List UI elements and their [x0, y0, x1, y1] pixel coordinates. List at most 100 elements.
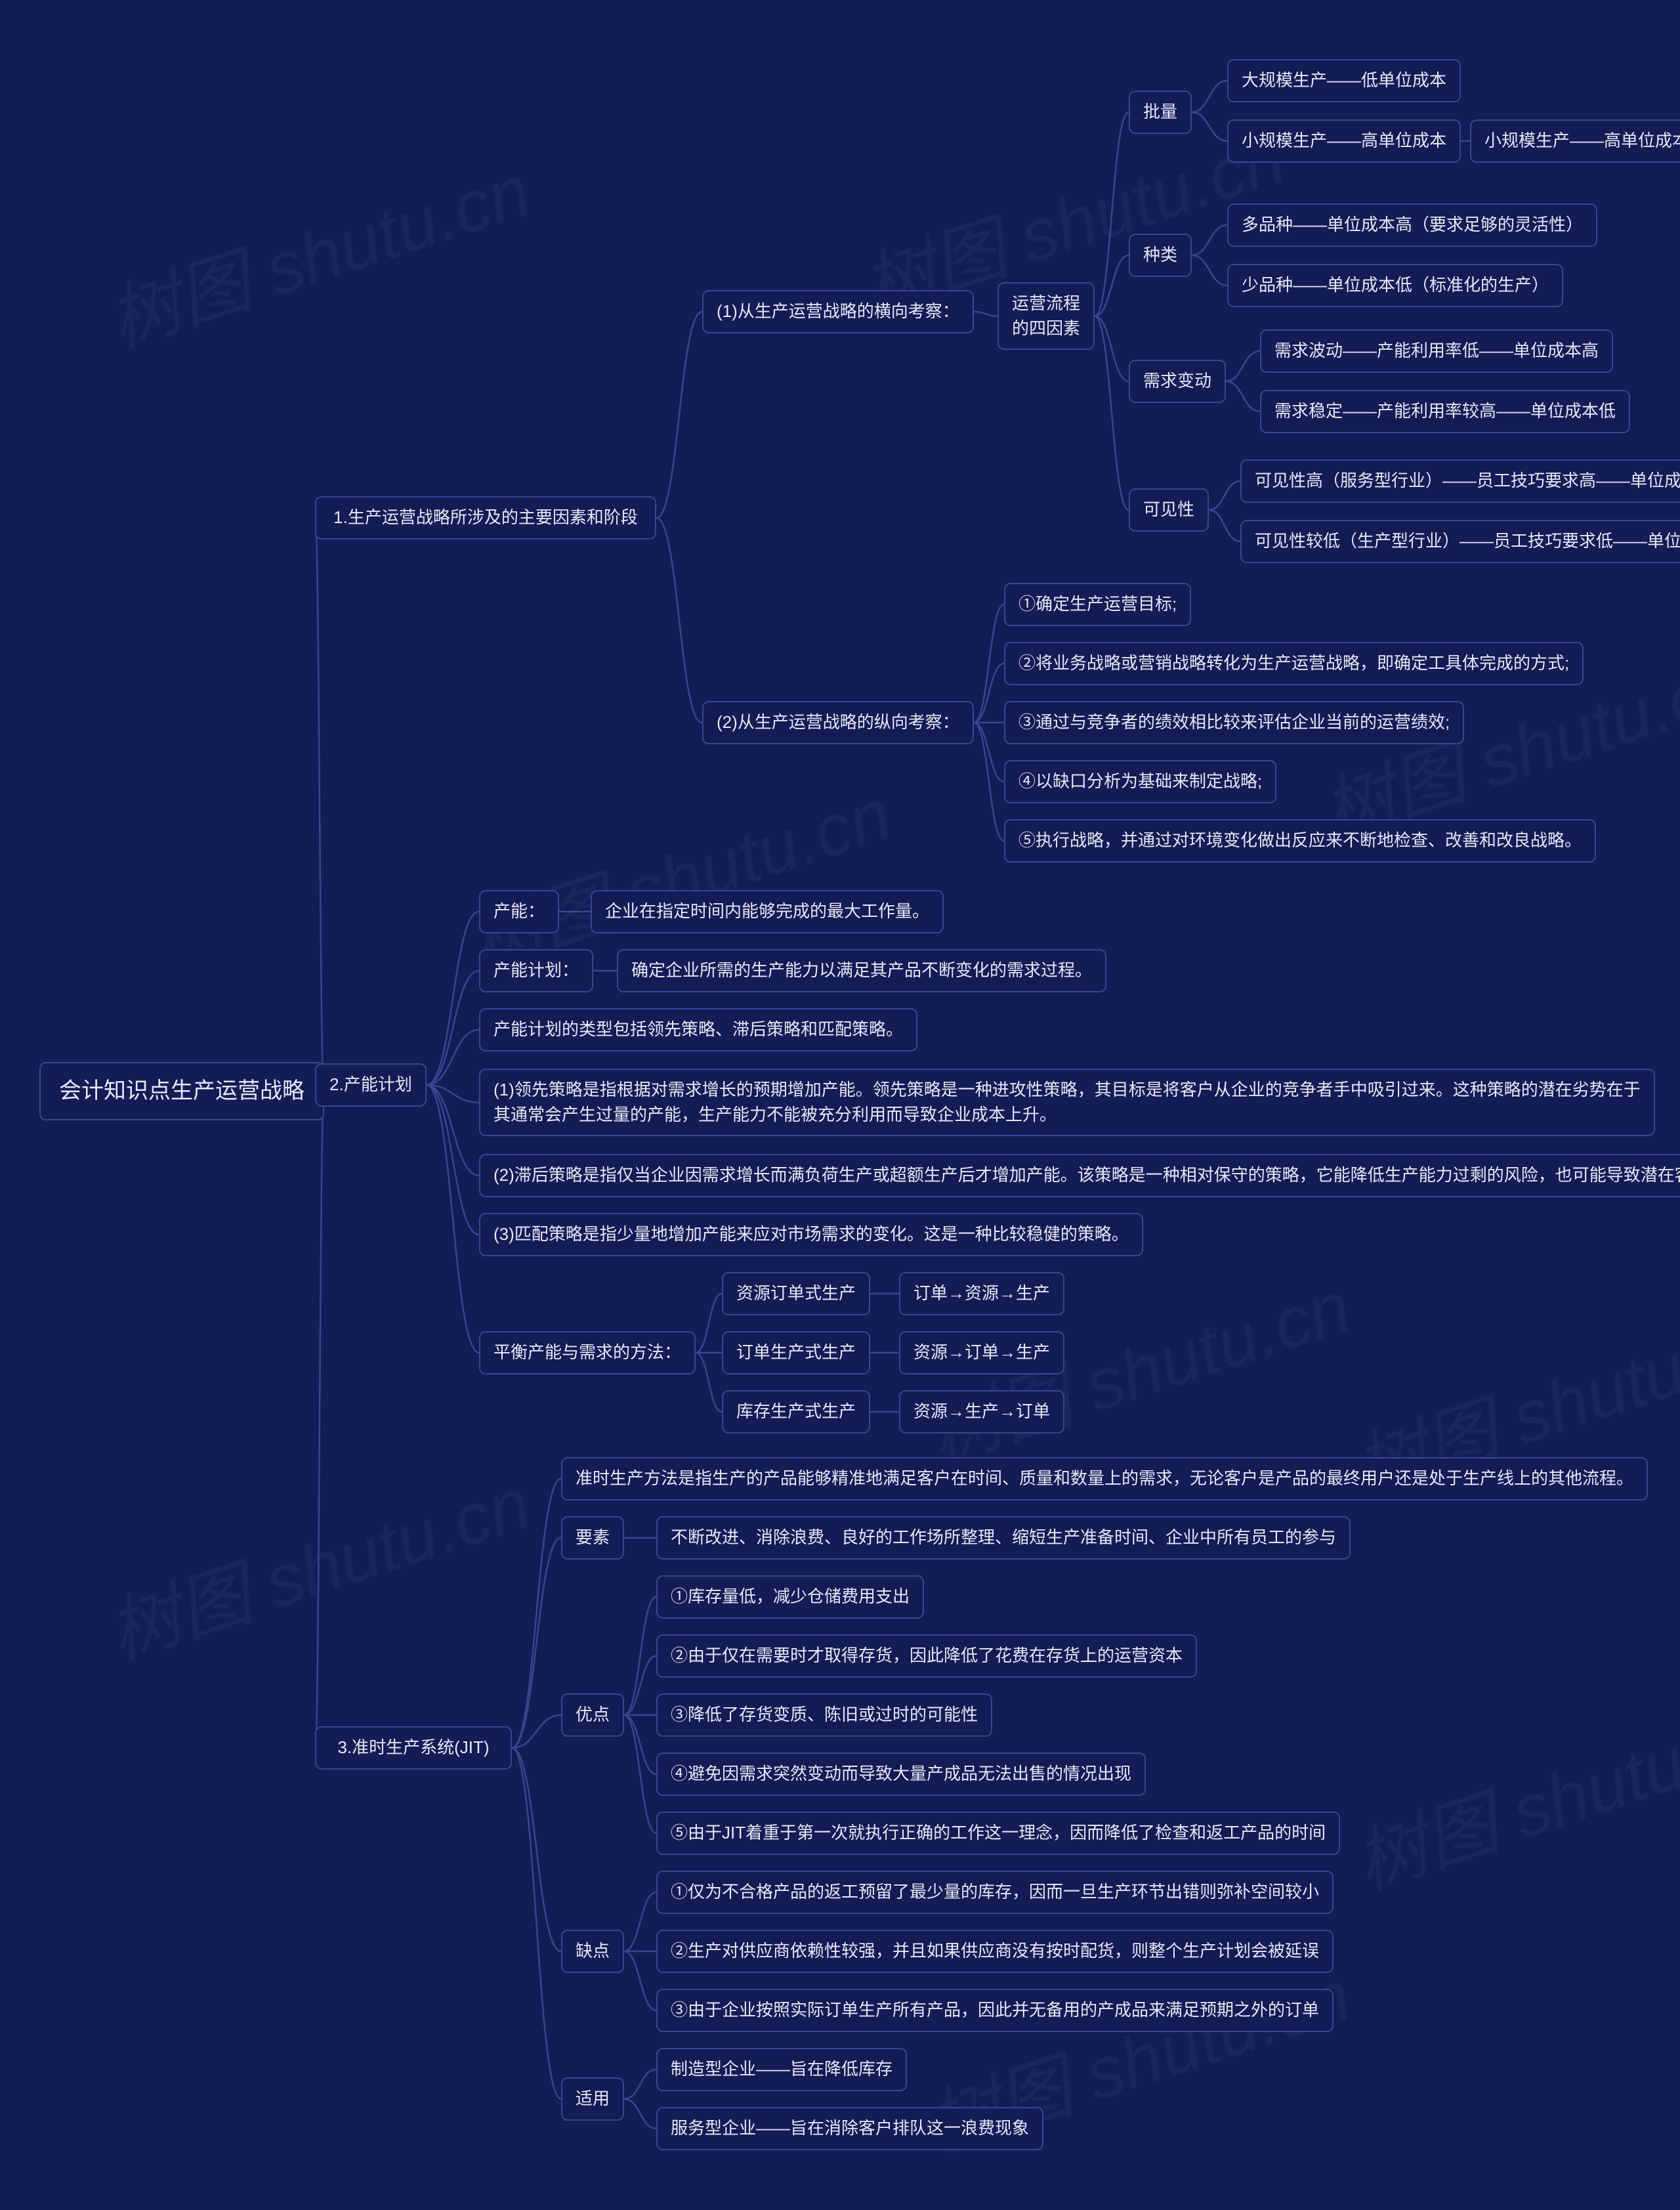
edge-s1a2-s1a2a	[1192, 225, 1227, 255]
node-label: (2)从生产运营战略的纵向考察：	[717, 710, 959, 735]
node-s1a2b: 少品种——单位成本低（标准化的生产）	[1227, 264, 1563, 307]
node-s1b2: ②将业务战略或营销战略转化为生产运营战略，即确定工具体完成的方式;	[1004, 642, 1584, 685]
edge-s2-s2g	[427, 1085, 479, 1353]
node-s3e2: 服务型企业——旨在消除客户排队这一浪费现象	[656, 2107, 1043, 2150]
edge-s1a_mid-s1a2	[1095, 255, 1129, 316]
node-label: (1)领先策略是指根据对需求增长的预期增加产能。领先策略是一种进攻性策略，其目标…	[494, 1078, 1641, 1127]
edge-s2-s2e	[427, 1085, 479, 1176]
node-s2c: 产能计划的类型包括领先策略、滞后策略和匹配策略。	[479, 1008, 917, 1052]
node-label: 优点	[576, 1703, 610, 1728]
edge-s1a3-s1a3b	[1226, 381, 1260, 412]
node-s3c5: ⑤由于JIT着重于第一次就执行正确的工作这一理念，因而降低了检查和返工产品的时间	[656, 1812, 1340, 1855]
edge-s1a_mid-s1a3	[1095, 316, 1129, 381]
node-label: 需求波动——产能利用率低——单位成本高	[1274, 339, 1599, 364]
edge-s3-s3e	[512, 1748, 561, 2099]
edge-s1a-s1a_mid	[974, 312, 998, 316]
edge-s1a_mid-s1a4	[1095, 316, 1129, 510]
node-label: ①仅为不合格产品的返工预留了最少量的库存，因而一旦生产环节出错则弥补空间较小	[671, 1880, 1319, 1905]
node-label: ④避免因需求突然变动而导致大量产成品无法出售的情况出现	[671, 1762, 1131, 1787]
edge-s2g-s2g3	[696, 1353, 722, 1412]
node-label: ③通过与竞争者的绩效相比较来评估企业当前的运营绩效;	[1018, 710, 1450, 735]
node-s2a: 产能：	[479, 890, 559, 933]
node-s3c4: ④避免因需求突然变动而导致大量产成品无法出售的情况出现	[656, 1753, 1146, 1796]
node-s3d: 缺点	[561, 1930, 624, 1973]
edge-s3e-s3e2	[624, 2099, 656, 2129]
node-label: 服务型企业——旨在消除客户排队这一浪费现象	[671, 2116, 1029, 2141]
node-label: 运营流程 的四因素	[1012, 291, 1080, 341]
node-label: 企业在指定时间内能够完成的最大工作量。	[605, 899, 929, 924]
node-label: (1)从生产运营战略的横向考察：	[717, 299, 959, 324]
edge-s2g-s2g1	[696, 1294, 722, 1353]
node-label: 库存生产式生产	[736, 1399, 856, 1424]
edge-s1-s1b	[656, 518, 702, 723]
node-label: 可见性高（服务型行业）——员工技巧要求高——单位成本可能比较高	[1255, 469, 1680, 494]
edge-s3c-s3c1	[624, 1597, 656, 1715]
node-s1b: (2)从生产运营战略的纵向考察：	[702, 701, 974, 744]
node-s3c1: ①库存量低，减少仓储费用支出	[656, 1575, 924, 1619]
node-s2e: (2)滞后策略是指仅当企业因需求增长而满负荷生产或超额生产后才增加产能。该策略是…	[479, 1154, 1680, 1197]
node-s3e1: 制造型企业——旨在降低库存	[656, 2048, 907, 2091]
node-s2: 2.产能计划	[315, 1063, 427, 1107]
node-label: 小规模生产——高单位成本	[1484, 129, 1680, 154]
node-label: ②将业务战略或营销战略转化为生产运营战略，即确定工具体完成的方式;	[1018, 651, 1569, 676]
node-label: 适用	[576, 2087, 610, 2112]
node-s2g3: 库存生产式生产	[722, 1390, 870, 1434]
node-label: 订单→资源→生产	[914, 1281, 1050, 1306]
node-s1b3: ③通过与竞争者的绩效相比较来评估企业当前的运营绩效;	[1004, 701, 1464, 744]
node-s1a2a: 多品种——单位成本高（要求足够的灵活性）	[1227, 203, 1597, 247]
node-label: 3.准时生产系统(JIT)	[337, 1735, 489, 1760]
node-s2b1: 确定企业所需的生产能力以满足其产品不断变化的需求过程。	[617, 949, 1106, 992]
node-label: 1.生产运营战略所涉及的主要因素和阶段	[333, 505, 638, 530]
edge-s1b-s1b4	[974, 723, 1004, 782]
edge-s2-s2f	[427, 1085, 479, 1235]
edge-s1a1-s1a1a	[1192, 81, 1227, 112]
node-label: 会计知识点生产运营战略	[59, 1075, 304, 1107]
node-label: 确定企业所需的生产能力以满足其产品不断变化的需求过程。	[631, 958, 1092, 983]
node-label: 制造型企业——旨在降低库存	[671, 2057, 892, 2082]
edge-s3-s3b	[512, 1538, 561, 1748]
node-s1a: (1)从生产运营战略的横向考察：	[702, 290, 974, 333]
node-s3c2: ②由于仅在需要时才取得存货，因此降低了花费在存货上的运营资本	[656, 1634, 1197, 1678]
watermark: 树图 shutu.cn	[1340, 1674, 1680, 1909]
node-label: 少品种——单位成本低（标准化的生产）	[1242, 273, 1549, 298]
node-label: ③由于企业按照实际订单生产所有产品，因此并无备用的产成品来满足预期之外的订单	[671, 1998, 1319, 2023]
node-s1b5: ⑤执行战略，并通过对环境变化做出反应来不断地检查、改善和改良战略。	[1004, 819, 1596, 862]
node-s3d2: ②生产对供应商依赖性较强，并且如果供应商没有按时配货，则整个生产计划会被延误	[656, 1930, 1334, 1973]
edge-s1a4-s1a4b	[1209, 510, 1240, 542]
node-label: ⑤执行战略，并通过对环境变化做出反应来不断地检查、改善和改良战略。	[1018, 828, 1582, 853]
edge-root-s1	[315, 518, 324, 1092]
edge-s3e-s3e1	[624, 2070, 656, 2099]
node-s3b: 要素	[561, 1516, 624, 1560]
node-s2f: (3)匹配策略是指少量地增加产能来应对市场需求的变化。这是一种比较稳健的策略。	[479, 1213, 1143, 1256]
node-s1a1b: 小规模生产——高单位成本	[1227, 119, 1461, 163]
node-label: 订单生产式生产	[736, 1340, 856, 1365]
edge-s3c-s3c2	[624, 1656, 656, 1715]
watermark: 树图 shutu.cn	[93, 132, 541, 367]
edge-s3c-s3c5	[624, 1715, 656, 1833]
node-label: 大规模生产——低单位成本	[1242, 68, 1446, 93]
node-s2d: (1)领先策略是指根据对需求增长的预期增加产能。领先策略是一种进攻性策略，其目标…	[479, 1069, 1655, 1136]
node-label: 产能计划的类型包括领先策略、滞后策略和匹配策略。	[494, 1017, 903, 1042]
node-label: 需求稳定——产能利用率较高——单位成本低	[1274, 399, 1616, 424]
node-label: ④以缺口分析为基础来制定战略;	[1018, 769, 1262, 794]
node-s2g1: 资源订单式生产	[722, 1272, 870, 1315]
edge-s2-s2a	[427, 912, 479, 1085]
node-s1: 1.生产运营战略所涉及的主要因素和阶段	[315, 496, 656, 540]
edge-s1-s1a	[656, 312, 702, 518]
node-label: 产能：	[494, 899, 545, 924]
edge-s2-s2c	[427, 1030, 479, 1085]
node-s2g: 平衡产能与需求的方法：	[479, 1331, 696, 1374]
node-s1a3: 需求变动	[1129, 360, 1226, 403]
node-s3a: 准时生产方法是指生产的产品能够精准地满足客户在时间、质量和数量上的需求，无论客户…	[561, 1457, 1648, 1500]
node-s3e: 适用	[561, 2077, 624, 2121]
node-label: ⑤由于JIT着重于第一次就执行正确的工作这一理念，因而降低了检查和返工产品的时间	[671, 1821, 1326, 1846]
node-s1a1a: 大规模生产——低单位成本	[1227, 59, 1461, 102]
node-label: 资源订单式生产	[736, 1281, 856, 1306]
node-label: 资源→生产→订单	[914, 1399, 1050, 1424]
node-label: ②由于仅在需要时才取得存货，因此降低了花费在存货上的运营资本	[671, 1644, 1183, 1668]
node-label: 平衡产能与需求的方法：	[494, 1340, 681, 1365]
node-label: 多品种——单位成本高（要求足够的灵活性）	[1242, 213, 1583, 238]
node-label: 产能计划：	[494, 958, 579, 983]
node-s2g3a: 资源→生产→订单	[899, 1390, 1064, 1434]
node-s3: 3.准时生产系统(JIT)	[315, 1726, 512, 1770]
